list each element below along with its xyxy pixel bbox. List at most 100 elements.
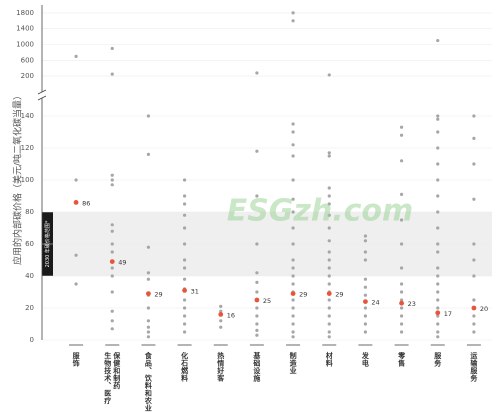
data-point xyxy=(182,277,187,281)
data-point xyxy=(182,314,187,318)
data-point xyxy=(146,330,151,334)
data-point xyxy=(327,186,331,190)
median-point xyxy=(218,312,224,317)
data-point xyxy=(219,304,223,308)
data-point xyxy=(255,280,259,284)
value-label: 23 xyxy=(408,300,416,308)
median-point xyxy=(109,259,115,264)
data-point xyxy=(436,38,440,43)
value-label: 25 xyxy=(263,297,271,305)
data-point xyxy=(291,154,295,158)
data-point xyxy=(399,298,404,302)
data-point xyxy=(327,154,331,158)
y-tick-label: 40 xyxy=(25,272,34,280)
median-point xyxy=(363,299,368,304)
data-point xyxy=(327,202,331,206)
value-label: 49 xyxy=(118,259,126,267)
data-point xyxy=(182,202,187,206)
data-point xyxy=(436,330,440,334)
data-point xyxy=(110,319,114,323)
value-label: 86 xyxy=(82,199,90,207)
data-point xyxy=(472,114,476,118)
data-point xyxy=(291,226,295,230)
data-point xyxy=(436,290,440,294)
data-point xyxy=(399,192,404,196)
data-point xyxy=(436,194,440,198)
data-point xyxy=(327,151,331,155)
data-point xyxy=(436,114,440,118)
data-point xyxy=(436,210,440,214)
median-point xyxy=(254,297,260,303)
y-tick-label: 200 xyxy=(21,72,34,80)
y-tick-label: 600 xyxy=(21,56,34,64)
data-point xyxy=(255,71,259,75)
data-point xyxy=(291,298,295,302)
x-tick-label: 化石燃料 xyxy=(180,351,189,383)
data-point xyxy=(472,314,476,318)
data-point xyxy=(110,290,114,294)
data-point xyxy=(182,226,187,230)
data-point xyxy=(291,322,295,326)
data-point xyxy=(363,314,368,318)
data-point xyxy=(363,285,368,289)
data-point xyxy=(182,330,187,334)
data-point xyxy=(436,178,440,182)
data-point xyxy=(255,328,259,332)
data-point xyxy=(146,271,151,275)
data-point xyxy=(436,314,440,318)
data-point xyxy=(74,253,78,257)
y-tick-label: 120 xyxy=(21,144,34,152)
data-point xyxy=(110,327,114,331)
data-point xyxy=(399,322,404,326)
data-point xyxy=(146,325,151,329)
x-tick-label: 材料 xyxy=(325,351,334,368)
data-point xyxy=(291,274,295,278)
data-point xyxy=(110,266,114,270)
data-point xyxy=(255,333,259,337)
data-point xyxy=(291,282,295,286)
data-point xyxy=(327,266,331,270)
data-point xyxy=(399,282,404,286)
data-point xyxy=(182,266,187,270)
data-point xyxy=(399,159,404,163)
data-point xyxy=(472,330,476,334)
data-point xyxy=(182,178,187,182)
data-point xyxy=(291,122,295,126)
data-point xyxy=(291,143,295,147)
data-point xyxy=(327,335,331,339)
data-point xyxy=(436,282,440,286)
data-point xyxy=(436,146,440,150)
data-point xyxy=(327,73,331,77)
data-point xyxy=(219,325,223,329)
y-tick-label: 1800 xyxy=(16,9,34,17)
data-point xyxy=(327,330,331,334)
data-point xyxy=(399,266,404,270)
data-point xyxy=(291,11,295,15)
data-point xyxy=(436,250,440,254)
data-point xyxy=(255,149,259,153)
value-label: 29 xyxy=(154,291,162,299)
x-tick-label: 生物技术、医疗 xyxy=(103,351,112,405)
x-tick-label: 基础设施 xyxy=(252,351,261,383)
data-point xyxy=(255,290,259,294)
y-tick-label: 1000 xyxy=(16,41,34,49)
data-point xyxy=(472,162,476,166)
y-tick-label: 60 xyxy=(25,240,34,248)
median-point xyxy=(435,310,441,316)
data-point xyxy=(399,330,404,334)
median-point xyxy=(471,305,477,311)
data-point xyxy=(472,242,476,246)
data-point xyxy=(472,258,476,262)
data-point xyxy=(219,309,223,313)
data-point xyxy=(110,223,114,227)
x-tick-label: 服饰 xyxy=(72,351,81,368)
data-point xyxy=(363,258,368,262)
x-tick-label: 发电 xyxy=(361,351,370,368)
x-tick-label: 运输服务 xyxy=(469,352,478,383)
median-point xyxy=(182,288,187,293)
data-point xyxy=(182,322,187,326)
value-label: 16 xyxy=(227,311,235,319)
median-point xyxy=(290,291,296,296)
data-point xyxy=(327,194,331,198)
